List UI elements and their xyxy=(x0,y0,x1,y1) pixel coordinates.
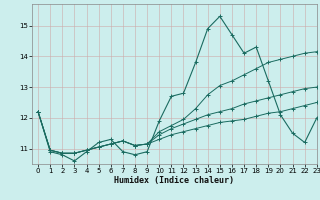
X-axis label: Humidex (Indice chaleur): Humidex (Indice chaleur) xyxy=(115,176,234,185)
